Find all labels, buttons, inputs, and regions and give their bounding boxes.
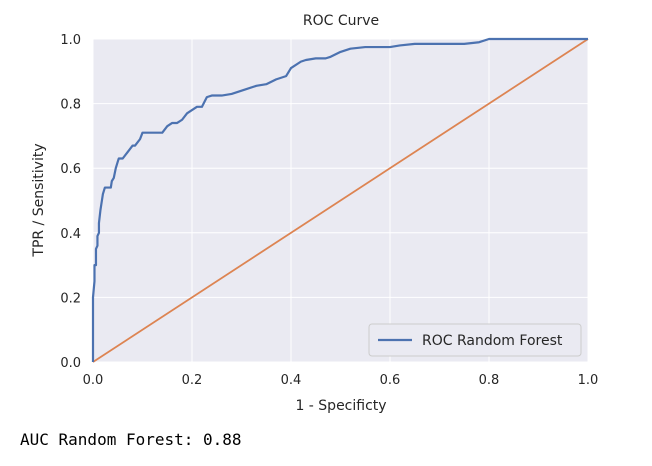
legend: ROC Random Forest [368, 323, 582, 357]
auc-output-text: AUC Random Forest: 0.88 [20, 430, 242, 449]
x-tick-label: 0.2 [182, 373, 203, 388]
y-tick-label: 0.8 [60, 98, 81, 113]
series-lines [91, 37, 589, 363]
x-tick-label: 1.0 [578, 373, 599, 388]
y-tick-label: 0.6 [60, 162, 81, 177]
roc-chart: ROC Curve 0.0 0.2 0.4 0.6 0.8 1.0 0.0 0.2 0.4 0.6… [31, 13, 598, 414]
tick-labels: 0.0 0.2 0.4 0.6 0.8 1.0 0.0 0.2 0.4 0.6 0.8 1.0 [60, 33, 598, 388]
y-tick-label: 0.4 [60, 227, 81, 242]
y-axis-label: TPR / Sensitivity [31, 143, 47, 257]
chart-title: ROC Curve [303, 13, 379, 29]
diagonal-reference-line [92, 38, 589, 363]
y-tick-label: 1.0 [60, 33, 81, 48]
x-axis-label: 1 - Specificty [295, 398, 386, 414]
legend-box [368, 323, 582, 357]
y-tick-label: 0.0 [60, 356, 81, 371]
legend-label-roc: ROC Random Forest [422, 333, 563, 349]
x-tick-label: 0.6 [380, 373, 401, 388]
x-tick-label: 0.4 [281, 373, 302, 388]
roc-curve-line [91, 37, 588, 362]
x-tick-label: 0.0 [83, 373, 104, 388]
x-tick-label: 0.8 [479, 373, 500, 388]
y-tick-label: 0.2 [60, 291, 81, 306]
grid-lines [92, 38, 589, 363]
